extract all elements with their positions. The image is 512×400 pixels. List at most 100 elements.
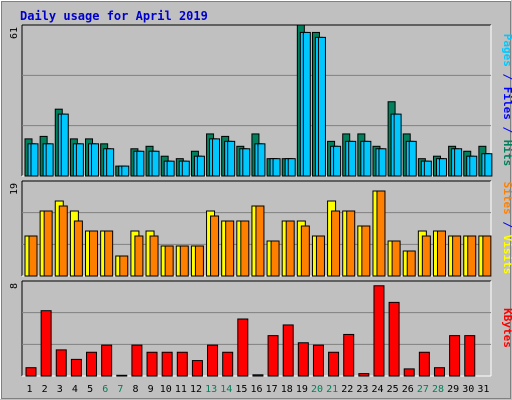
pages-bar: [348, 140, 357, 177]
kbytes-bar: [449, 335, 461, 377]
sites-bar: [43, 210, 53, 277]
x-tick-label: 7: [117, 384, 123, 395]
x-tick-label: 3: [57, 384, 63, 395]
sites-bar: [194, 245, 204, 277]
pages-bar: [30, 143, 39, 177]
kbytes-bar: [86, 351, 98, 377]
sites-bar: [300, 225, 310, 277]
kbytes-bar: [101, 344, 113, 377]
kbytes-bar: [282, 324, 294, 377]
pages-bar: [393, 113, 402, 177]
kbytes-bar: [343, 333, 355, 377]
legend-files: Files: [501, 87, 512, 120]
x-tick-label: 2: [42, 384, 48, 395]
sites-bar: [421, 235, 431, 277]
pages-bar: [151, 150, 160, 177]
kbytes-bar: [55, 349, 67, 377]
pages-bar: [272, 158, 281, 177]
sites-bar: [73, 220, 83, 277]
sites-bar: [436, 230, 446, 277]
x-tick-label: 29: [447, 384, 459, 395]
sites-bar: [119, 255, 129, 277]
x-tick-label: 18: [281, 384, 293, 395]
kbytes-bar: [116, 374, 128, 377]
sites-bar: [179, 245, 189, 277]
legend-hits-files-pages: Pages / Files / Hits: [501, 34, 512, 167]
pages-bar: [91, 143, 100, 177]
sites-bar: [406, 250, 416, 277]
x-tick-label: 24: [372, 384, 384, 395]
sites-bar: [149, 235, 159, 277]
pages-bar: [454, 148, 463, 177]
sites-bar: [225, 220, 235, 277]
kbytes-bar: [237, 318, 249, 377]
x-tick-label: 10: [160, 384, 172, 395]
x-tick-label: 8: [132, 384, 138, 395]
kbytes-panel-ymax-label: 8: [9, 283, 20, 289]
x-tick-label: 11: [175, 384, 187, 395]
sites-bar: [285, 220, 295, 277]
kbytes-bar: [358, 373, 370, 377]
pages-bar: [121, 165, 130, 177]
sites-panel-ymax-label: 19: [9, 183, 20, 195]
pages-bar: [181, 160, 190, 177]
kbytes-bar: [312, 344, 324, 377]
pages-bar: [136, 150, 145, 177]
sites-bar: [164, 245, 174, 277]
legend-separator: /: [501, 215, 512, 235]
kbytes-bar: [328, 351, 340, 377]
pages-bar: [423, 160, 432, 177]
legend-pages: Pages: [501, 34, 512, 67]
x-tick-label: 28: [432, 384, 444, 395]
pages-bar: [106, 148, 115, 177]
sites-bar: [315, 235, 325, 277]
legend-separator: /: [501, 120, 512, 140]
legend-hits: Hits: [501, 140, 512, 167]
sites-bar: [361, 225, 371, 277]
kbytes-bar: [297, 342, 309, 377]
x-tick-label: 13: [205, 384, 217, 395]
x-tick-label: 21: [326, 384, 338, 395]
x-tick-label: 22: [341, 384, 353, 395]
sites-bar: [391, 240, 401, 277]
kbytes-bar: [373, 285, 385, 377]
kbytes-bar: [176, 351, 188, 377]
x-tick-label: 23: [356, 384, 368, 395]
x-tick-label: 15: [235, 384, 247, 395]
x-tick-label: 25: [387, 384, 399, 395]
legend-separator: /: [501, 67, 512, 87]
x-tick-label: 12: [190, 384, 202, 395]
x-tick-label: 19: [296, 384, 308, 395]
legend-sites: Sites: [501, 182, 512, 215]
x-tick-label: 1: [27, 384, 33, 395]
x-tick-label: 26: [402, 384, 414, 395]
pages-bar: [287, 158, 296, 177]
x-tick-label: 17: [266, 384, 278, 395]
kbytes-bar: [191, 360, 203, 377]
pages-bar: [257, 143, 266, 177]
kbytes-bar: [433, 367, 445, 377]
sites-bar: [255, 205, 265, 277]
x-tick-label: 27: [417, 384, 429, 395]
pages-bar: [469, 155, 478, 177]
sites-bar: [58, 205, 68, 277]
sites-bar: [467, 235, 477, 277]
kbytes-bar: [388, 301, 400, 377]
pages-bar: [484, 153, 493, 177]
pages-bar: [196, 155, 205, 177]
pages-bar: [438, 158, 447, 177]
kbytes-bar: [464, 335, 476, 377]
pages-bar: [333, 145, 342, 177]
kbytes-panel-plot-area: [22, 281, 491, 376]
x-tick-label: 4: [72, 384, 78, 395]
legend-kbytes: KBytes: [501, 308, 512, 348]
legend-sites-visits: Sites / Visits: [501, 182, 512, 275]
kbytes-bar: [418, 351, 430, 377]
chart-title: Daily usage for April 2019: [20, 9, 208, 23]
sites-bar: [240, 220, 250, 277]
sites-bar: [376, 190, 386, 277]
x-tick-label: 30: [462, 384, 474, 395]
